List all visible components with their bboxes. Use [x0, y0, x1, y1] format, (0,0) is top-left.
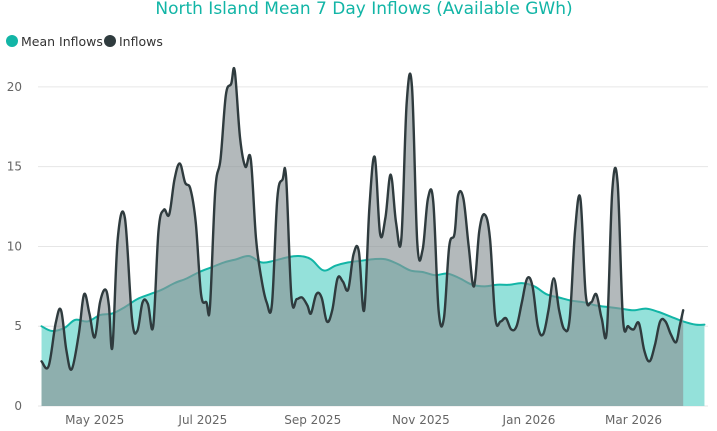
y-tick-label: 15 [7, 160, 22, 174]
x-tick-label: Mar 2026 [605, 413, 662, 427]
y-tick-label: 5 [14, 319, 22, 333]
x-tick-label: Jan 2026 [502, 413, 556, 427]
legend-item-mean-inflows[interactable]: Mean Inflows [6, 34, 103, 49]
series-line-inflows[interactable] [40, 67, 685, 371]
x-tick-label: Jul 2025 [177, 413, 227, 427]
legend-label-inflows: Inflows [119, 34, 163, 49]
x-tick-label: May 2025 [65, 413, 124, 427]
series-area-inflows [41, 68, 684, 407]
chart-title: North Island Mean 7 Day Inflows (Availab… [155, 0, 572, 19]
x-tick-label: Nov 2025 [392, 413, 450, 427]
legend: Mean Inflows Inflows [6, 34, 163, 49]
y-tick-label: 20 [7, 80, 22, 94]
legend-swatch-inflows [104, 35, 116, 47]
y-axis-ticks: 0 5 10 15 20 [7, 80, 22, 413]
legend-swatch-mean-inflows [6, 35, 18, 47]
x-axis-ticks: May 2025 Jul 2025 Sep 2025 Nov 2025 Jan 2026… [65, 413, 662, 427]
x-tick-label: Sep 2025 [284, 413, 341, 427]
y-tick-label: 10 [7, 239, 22, 253]
y-tick-label: 0 [14, 399, 22, 413]
plot-area[interactable] [40, 67, 706, 407]
legend-label-mean-inflows: Mean Inflows [21, 34, 103, 49]
legend-item-inflows[interactable]: Inflows [104, 34, 163, 49]
